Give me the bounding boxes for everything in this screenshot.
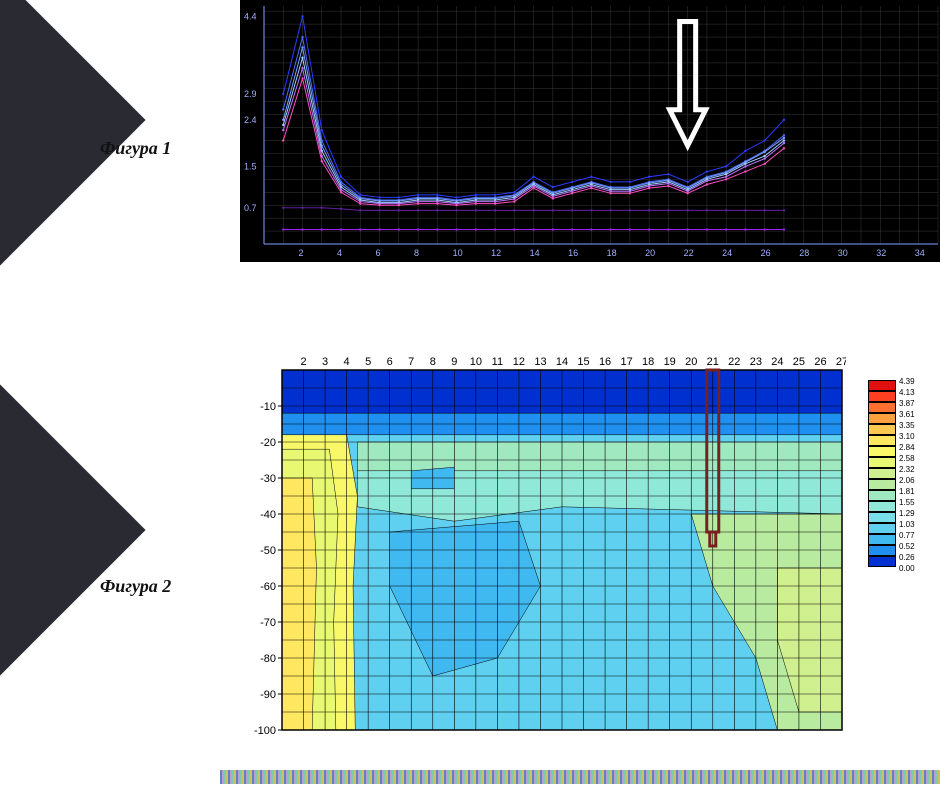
svg-text:20: 20	[685, 356, 697, 368]
svg-text:1.5: 1.5	[244, 161, 257, 171]
svg-text:24: 24	[722, 248, 732, 258]
svg-text:18: 18	[607, 248, 617, 258]
legend-swatch	[868, 479, 896, 490]
svg-text:6: 6	[387, 356, 393, 368]
svg-text:34: 34	[915, 248, 925, 258]
contour-chart: 2345678910111213141516171819202122232425…	[244, 352, 846, 734]
svg-text:2.9: 2.9	[244, 89, 257, 99]
legend-value: 2.84	[899, 443, 915, 452]
svg-text:25: 25	[793, 356, 805, 368]
svg-text:22: 22	[728, 356, 740, 368]
svg-text:14: 14	[556, 356, 568, 368]
legend-swatch	[868, 446, 896, 457]
svg-text:3: 3	[322, 356, 328, 368]
legend-value: 0.77	[899, 531, 915, 540]
svg-text:13: 13	[534, 356, 546, 368]
svg-text:10: 10	[453, 248, 463, 258]
svg-text:30: 30	[838, 248, 848, 258]
svg-text:2: 2	[300, 356, 306, 368]
svg-text:-40: -40	[260, 509, 276, 521]
figure-2-label: Фигура 2	[100, 576, 171, 597]
svg-text:32: 32	[876, 248, 886, 258]
legend-value: 2.58	[899, 454, 915, 463]
legend-swatch	[868, 391, 896, 402]
svg-text:23: 23	[750, 356, 762, 368]
legend-value: 3.61	[899, 410, 915, 419]
svg-text:-80: -80	[260, 653, 276, 665]
svg-text:12: 12	[491, 248, 501, 258]
legend-value: 1.55	[899, 498, 915, 507]
svg-text:5: 5	[365, 356, 371, 368]
svg-text:-10: -10	[260, 401, 276, 413]
legend-swatch	[868, 523, 896, 534]
legend-swatch	[868, 490, 896, 501]
svg-text:16: 16	[599, 356, 611, 368]
legend-swatch	[868, 501, 896, 512]
legend-swatch	[868, 534, 896, 545]
legend-swatch	[868, 380, 896, 391]
legend-swatch	[868, 556, 896, 567]
svg-text:-60: -60	[260, 581, 276, 593]
svg-text:14: 14	[530, 248, 540, 258]
legend-swatch	[868, 512, 896, 523]
svg-text:16: 16	[568, 248, 578, 258]
svg-text:27: 27	[836, 356, 846, 368]
legend-value: 0.00	[899, 564, 915, 573]
svg-text:17: 17	[620, 356, 632, 368]
side-shape-2	[0, 374, 146, 685]
svg-text:-30: -30	[260, 473, 276, 485]
svg-text:4: 4	[337, 248, 342, 258]
legend-value: 3.35	[899, 421, 915, 430]
legend-value: 4.13	[899, 388, 915, 397]
legend-value: 3.10	[899, 432, 915, 441]
svg-text:-20: -20	[260, 437, 276, 449]
svg-text:4: 4	[344, 356, 350, 368]
legend-swatch	[868, 402, 896, 413]
svg-text:24: 24	[771, 356, 783, 368]
svg-text:19: 19	[664, 356, 676, 368]
legend-swatch	[868, 413, 896, 424]
legend-value: 0.52	[899, 542, 915, 551]
svg-text:-70: -70	[260, 617, 276, 629]
legend-swatch	[868, 468, 896, 479]
footer-noise-bar	[220, 770, 940, 784]
svg-text:21: 21	[707, 356, 719, 368]
legend-value: 4.39	[899, 377, 915, 386]
svg-text:0.7: 0.7	[244, 203, 257, 213]
legend-value: 2.06	[899, 476, 915, 485]
svg-text:4.4: 4.4	[244, 11, 257, 21]
svg-text:12: 12	[513, 356, 525, 368]
svg-text:6: 6	[376, 248, 381, 258]
legend-swatch	[868, 435, 896, 446]
svg-text:2: 2	[299, 248, 304, 258]
svg-text:8: 8	[430, 356, 436, 368]
svg-text:10: 10	[470, 356, 482, 368]
legend-swatch	[868, 424, 896, 435]
svg-text:26: 26	[761, 248, 771, 258]
svg-text:-100: -100	[254, 725, 276, 734]
svg-text:28: 28	[799, 248, 809, 258]
svg-text:-50: -50	[260, 545, 276, 557]
legend-value: 2.32	[899, 465, 915, 474]
legend-value: 1.81	[899, 487, 915, 496]
svg-text:18: 18	[642, 356, 654, 368]
legend-swatch	[868, 545, 896, 556]
svg-text:-90: -90	[260, 689, 276, 701]
figure-1-label: Фигура 1	[100, 138, 171, 159]
svg-text:15: 15	[577, 356, 589, 368]
legend-swatch	[868, 457, 896, 468]
legend-value: 1.29	[899, 509, 915, 518]
svg-text:26: 26	[814, 356, 826, 368]
svg-text:20: 20	[645, 248, 655, 258]
svg-text:9: 9	[451, 356, 457, 368]
svg-text:7: 7	[408, 356, 414, 368]
line-chart: 0.71.52.42.94.42468101214161820222426283…	[240, 0, 940, 262]
svg-text:22: 22	[684, 248, 694, 258]
svg-text:2.4: 2.4	[244, 115, 257, 125]
svg-text:11: 11	[492, 356, 503, 368]
svg-text:8: 8	[414, 248, 419, 258]
legend-value: 3.87	[899, 399, 915, 408]
legend-value: 1.03	[899, 520, 915, 529]
legend-value: 0.26	[899, 553, 915, 562]
